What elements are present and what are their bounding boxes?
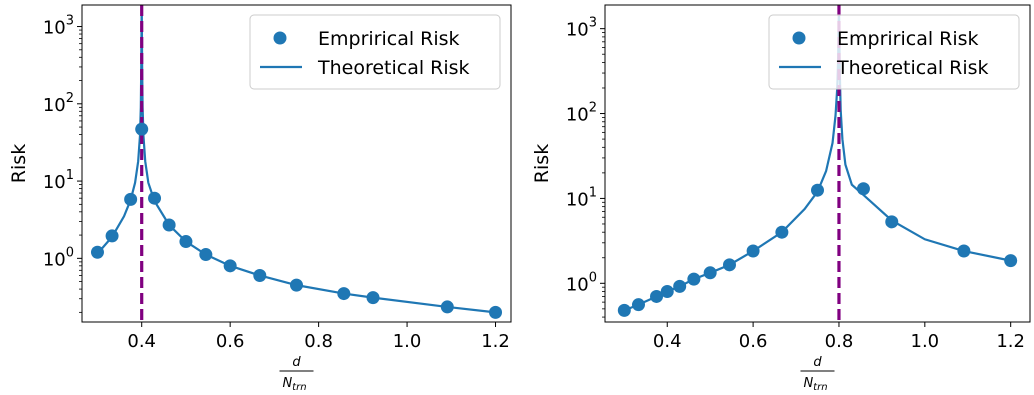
legend-marker: [792, 31, 806, 45]
empirical-risk-point: [90, 245, 104, 259]
empirical-risk-point: [885, 215, 899, 229]
y-axis-title: Risk: [531, 144, 553, 183]
empirical-risk-point: [957, 244, 971, 258]
legend: Emprirical Risk Theoretical Risk: [249, 14, 501, 90]
x-tick-label: 1.2: [481, 331, 510, 352]
empirical-risk-point: [440, 300, 454, 314]
x-label-denominator: Ntrn: [803, 376, 827, 393]
x-label-numerator: d: [292, 355, 301, 370]
legend-label-empirical: Emprirical Risk: [318, 28, 460, 50]
empirical-risk-point: [811, 183, 824, 197]
empirical-risk-point: [631, 298, 645, 312]
y-tick-label: 103: [566, 16, 597, 41]
empirical-risk-point: [223, 259, 237, 273]
x-tick-label: 0.8: [304, 331, 333, 352]
empirical-risk-point: [105, 229, 119, 243]
legend-marker: [273, 31, 287, 45]
empirical-risk-point: [135, 122, 149, 136]
x-label-denominator: Ntrn: [282, 376, 306, 393]
empirical-risk-point: [148, 191, 162, 205]
x-tick-label: 0.8: [825, 331, 854, 352]
y-tick-label: 102: [566, 101, 597, 126]
x-tick-label: 1.0: [911, 331, 940, 352]
x-tick-label: 0.4: [653, 331, 682, 352]
y-tick-label: 101: [43, 168, 74, 193]
empirical-risk-point: [775, 225, 789, 239]
chart-2: 0.4 0.6 0.8 1.0 1.2 100 101 102 103 Risk d Ntrn Empr…: [531, 4, 1031, 393]
legend: Emprirical Risk Theoretical Risk: [768, 14, 1020, 90]
y-tick-label: 100: [566, 270, 597, 295]
chart-1: 0.4 0.6 0.8 1.0 1.2 100 101 102 103 Risk d Ntrn Empr…: [8, 4, 512, 393]
empirical-risk-point: [673, 279, 687, 293]
empirical-risk-point: [489, 305, 503, 319]
x-tick-label: 0.6: [216, 331, 245, 352]
empirical-risk-point: [366, 291, 380, 305]
empirical-risk-point: [337, 287, 351, 301]
empirical-risk-point: [687, 272, 701, 286]
x-axis-label: d Ntrn: [800, 355, 835, 393]
empirical-risk-point: [703, 266, 717, 280]
y-tick-label: 102: [43, 91, 74, 116]
x-axis-label: d Ntrn: [279, 355, 314, 393]
empirical-risk-point: [746, 244, 760, 258]
legend-label-empirical: Emprirical Risk: [837, 28, 979, 50]
empirical-risk-point: [124, 192, 138, 206]
y-tick-label: 100: [43, 245, 74, 270]
empirical-risk-point: [660, 285, 674, 299]
x-tick-label: 0.4: [127, 331, 156, 352]
legend-label-theoretical: Theoretical Risk: [317, 57, 470, 79]
x-label-numerator: d: [813, 355, 822, 370]
x-tick-label: 0.6: [739, 331, 768, 352]
y-tick-label: 103: [43, 14, 74, 39]
plot-area: [90, 5, 503, 322]
empirical-risk-point: [162, 218, 176, 232]
y-axis-title: Risk: [8, 144, 30, 183]
axes-frame: [81, 4, 512, 323]
empirical-risk-point: [722, 258, 736, 272]
legend-box: [249, 14, 501, 90]
empirical-risk-point: [650, 289, 664, 303]
empirical-risk-point: [856, 182, 870, 196]
x-tick-label: 1.0: [393, 331, 422, 352]
axes-frame: [604, 4, 1031, 323]
empirical-risk-point: [617, 303, 631, 317]
empirical-risk-point: [179, 235, 193, 249]
legend-label-theoretical: Theoretical Risk: [836, 57, 989, 79]
empirical-risk-point: [253, 268, 267, 282]
empirical-risk-point: [1004, 254, 1018, 268]
y-tick-label: 101: [566, 185, 597, 210]
x-tick-label: 1.2: [996, 331, 1025, 352]
empirical-risk-point: [199, 248, 213, 262]
empirical-risk-point: [290, 278, 303, 292]
legend-box: [768, 14, 1020, 90]
